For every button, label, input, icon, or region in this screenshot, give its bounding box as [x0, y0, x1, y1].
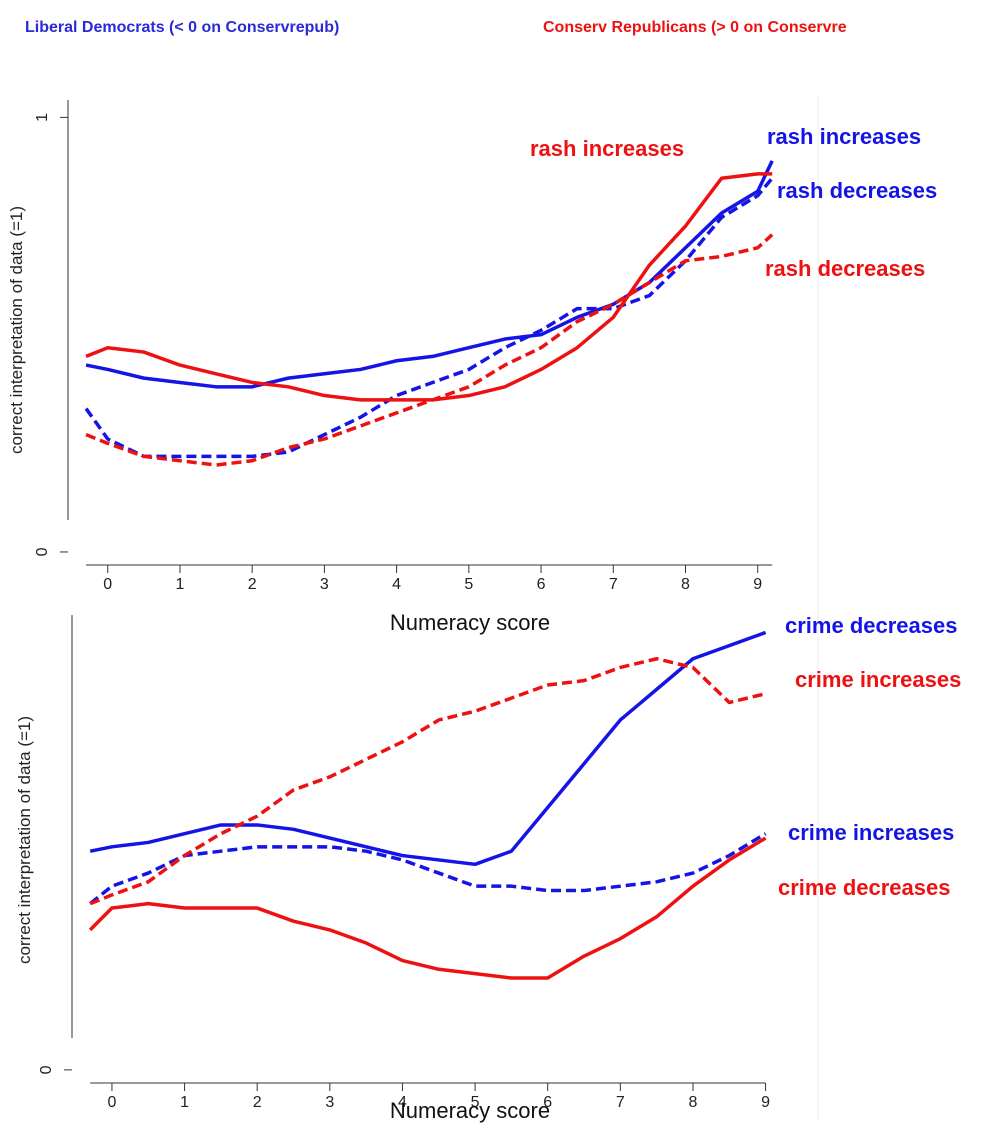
- x-tick-label: 6: [543, 1094, 552, 1111]
- x-tick-label: 1: [175, 576, 184, 593]
- y-tick-label: 0: [34, 547, 51, 556]
- line-label: rash decreases: [777, 178, 937, 203]
- x-axis-title: Numeracy score: [390, 610, 550, 635]
- line-label: crime increases: [788, 820, 954, 845]
- y-tick-label: 1: [34, 113, 51, 122]
- x-tick-label: 6: [537, 576, 546, 593]
- x-tick-label: 9: [753, 576, 762, 593]
- x-tick-label: 7: [609, 576, 618, 593]
- x-axis-title: Numeracy score: [390, 1098, 550, 1123]
- line: [88, 836, 767, 980]
- y-axis-title: correct interpretation of data (=1): [7, 206, 26, 454]
- line: [85, 172, 773, 402]
- y-axis-title: correct interpretation of data (=1): [15, 716, 34, 964]
- line: [85, 160, 774, 389]
- x-tick-label: 1: [180, 1094, 189, 1111]
- line: [89, 630, 767, 867]
- x-tick-label: 9: [761, 1094, 770, 1111]
- x-tick-label: 4: [398, 1094, 407, 1111]
- line-label: crime increases: [795, 667, 961, 692]
- x-tick-label: 2: [248, 576, 257, 593]
- header-right: Conserv Republicans (> 0 on Conservre: [543, 19, 847, 36]
- x-tick-label: 0: [107, 1094, 116, 1111]
- x-tick-label: 8: [689, 1094, 698, 1111]
- line: [84, 177, 774, 459]
- x-tick-label: 0: [103, 576, 112, 593]
- line: [85, 233, 774, 467]
- line-label: rash decreases: [765, 256, 925, 281]
- x-tick-label: 3: [320, 576, 329, 593]
- line-label: rash increases: [530, 136, 684, 161]
- line-label: crime decreases: [778, 875, 950, 900]
- x-tick-label: 5: [471, 1094, 480, 1111]
- x-tick-label: 2: [253, 1094, 262, 1111]
- y-tick-label: 0: [38, 1065, 55, 1074]
- x-tick-label: 4: [392, 576, 401, 593]
- header-left: Liberal Democrats (< 0 on Conservrepub): [25, 19, 339, 36]
- x-tick-label: 5: [464, 576, 473, 593]
- line-label: rash increases: [767, 124, 921, 149]
- x-tick-label: 3: [325, 1094, 334, 1111]
- line: [89, 656, 766, 906]
- line: [89, 832, 767, 906]
- line-label: crime decreases: [785, 613, 957, 638]
- x-tick-label: 7: [616, 1094, 625, 1111]
- x-tick-label: 8: [681, 576, 690, 593]
